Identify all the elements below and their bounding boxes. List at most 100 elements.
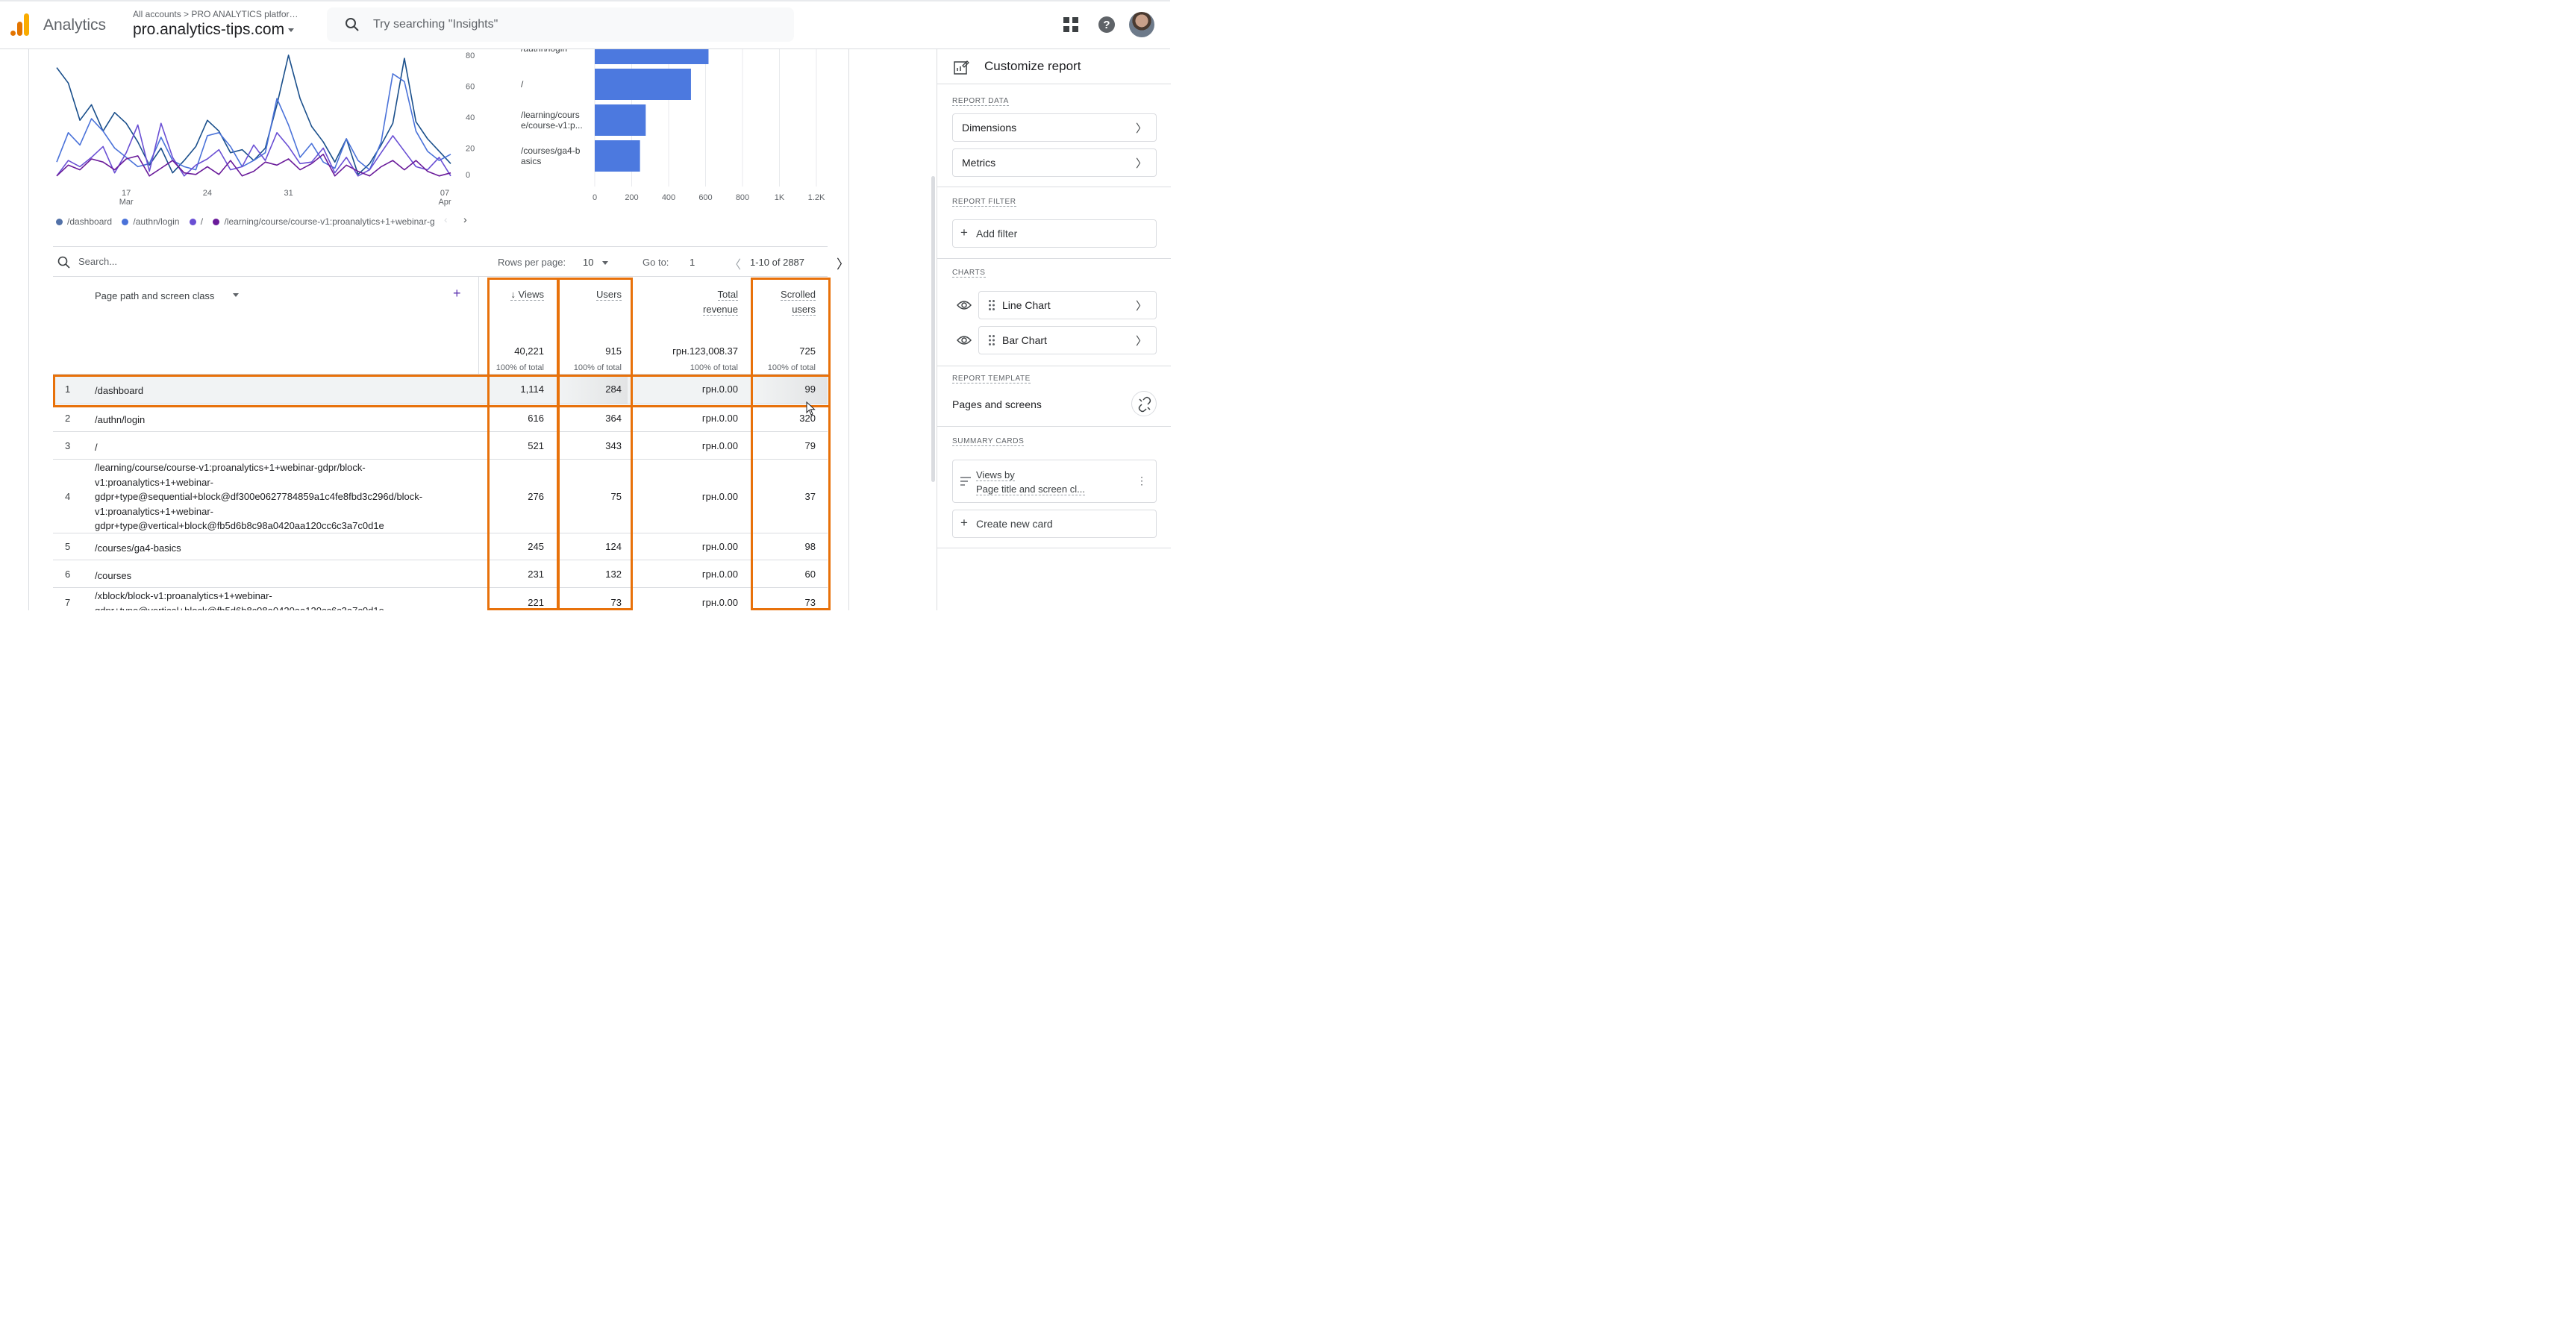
line-chart-button[interactable]: Line Chart 〉 — [978, 291, 1157, 319]
unlink-template-icon[interactable] — [1131, 391, 1157, 416]
users-header[interactable]: Users — [596, 289, 622, 301]
row-number: 2 — [65, 413, 71, 424]
avatar[interactable] — [1129, 12, 1154, 37]
card-list-icon — [960, 477, 971, 486]
views-cell: 616 — [528, 413, 544, 424]
legend-item-learning[interactable]: /learning/course/course-v1:proanalytics+… — [213, 216, 436, 227]
scrolled-users-cell: 79 — [804, 440, 816, 451]
bar-label: /learning/cours — [521, 110, 580, 120]
property-selector[interactable]: pro.analytics-tips.com — [133, 21, 295, 39]
bar-0 — [595, 49, 709, 64]
bar-chart-button[interactable]: Bar Chart 〉 — [978, 326, 1157, 354]
search-input[interactable] — [373, 7, 776, 42]
property-name: pro.analytics-tips.com — [133, 21, 285, 38]
views-cell: 1,114 — [520, 384, 544, 395]
revenue-cell: грн.0.00 — [701, 541, 738, 552]
drag-handle-icon[interactable] — [988, 334, 995, 346]
customize-report-panel: Customize report REPORT DATA Dimensions … — [937, 49, 1171, 610]
analytics-logo-icon[interactable] — [10, 13, 30, 36]
report-template-label: REPORT TEMPLATE — [952, 375, 1031, 384]
summary-card[interactable]: Views by Page title and screen cl... ⋮ — [952, 460, 1157, 503]
table-row[interactable]: 2 /authn/login 616 364 грн.0.00 320 — [53, 404, 828, 432]
chevron-down-icon[interactable] — [233, 293, 239, 297]
next-page-icon[interactable]: 〉 — [837, 257, 849, 272]
dimension-header[interactable]: Page path and screen class — [95, 290, 215, 301]
views-total: 40,221 — [514, 345, 544, 357]
legend-item-root[interactable]: / — [189, 216, 203, 227]
views-header[interactable]: ↓ Views — [510, 289, 544, 301]
eye-icon[interactable] — [957, 300, 972, 310]
bar-label: /authn/login — [521, 49, 567, 54]
scrolled-users-header[interactable]: Scrolled users — [781, 289, 816, 316]
revenue-cell: грн.0.00 — [701, 440, 738, 451]
legend-dot — [56, 218, 63, 225]
x-tick-month-label: Mar — [119, 198, 134, 207]
chevron-down-icon — [288, 28, 295, 32]
dimensions-button[interactable]: Dimensions 〉 — [952, 113, 1157, 142]
breadcrumb[interactable]: All accounts > PRO ANALYTICS platfor… — [133, 9, 298, 19]
line-series-2 — [56, 122, 451, 177]
main-scrollbar[interactable] — [931, 176, 935, 482]
legend-dot — [189, 218, 196, 225]
legend-item-authn-login[interactable]: /authn/login — [122, 216, 179, 227]
search-bar[interactable] — [327, 7, 794, 42]
page-path: /learning/course/course-v1:proanalytics+… — [95, 462, 423, 531]
table-row[interactable]: 4 /learning/course/course-v1:proanalytic… — [53, 460, 828, 533]
table-row[interactable]: 5 /courses/ga4-basics 245 124 грн.0.00 9… — [53, 533, 828, 560]
table-row[interactable]: 7 /xblock/block-v1:proanalytics+1+webina… — [53, 588, 828, 610]
y-tick-label: 0 — [466, 171, 470, 180]
y-tick-label: 20 — [466, 145, 475, 154]
eye-icon[interactable] — [957, 335, 972, 345]
prev-page-icon[interactable]: 〈 — [729, 259, 742, 272]
revenue-cell: грн.0.00 — [701, 413, 738, 424]
bar-label: / — [521, 79, 524, 90]
line-series-3 — [56, 154, 451, 177]
table-row[interactable]: 1 /dashboard 1,114 284 грн.0.00 99 — [53, 375, 828, 404]
table-toolbar: Rows per page: 10 Go to: 1 〈 1-10 of 288… — [53, 246, 848, 276]
chevron-right-icon: 〉 — [1135, 300, 1147, 313]
help-icon[interactable]: ? — [1098, 16, 1116, 34]
y-tick-label: 80 — [466, 51, 475, 60]
add-filter-button[interactable]: + Add filter — [952, 219, 1157, 248]
x-tick-label: 07 — [440, 189, 449, 198]
data-table: Page path and screen class + ↓ Views Use… — [53, 276, 828, 610]
row-number: 3 — [65, 440, 71, 451]
rows-per-page-select[interactable]: 10 — [583, 257, 594, 268]
revenue-pct: 100% of total — [690, 363, 738, 372]
create-new-card-button[interactable]: + Create new card — [952, 510, 1157, 538]
apps-grid-icon[interactable] — [1063, 16, 1079, 33]
views-cell: 221 — [528, 597, 544, 608]
add-dimension-icon[interactable]: + — [453, 286, 461, 301]
row-number: 1 — [65, 384, 71, 395]
revenue-header[interactable]: Total revenue — [703, 289, 738, 316]
table-row[interactable]: 6 /courses 231 132 грн.0.00 60 — [53, 560, 828, 588]
drag-handle-icon[interactable] — [988, 299, 995, 311]
template-name: Pages and screens — [952, 398, 1042, 410]
panel-title: Customize report — [984, 59, 1081, 73]
users-cell: 343 — [605, 440, 622, 451]
bar-3 — [595, 140, 640, 172]
legend-item-dashboard[interactable]: /dashboard — [56, 216, 112, 227]
metrics-button[interactable]: Metrics 〉 — [952, 148, 1157, 177]
chevron-right-icon: 〉 — [1135, 335, 1147, 348]
row-number: 5 — [65, 541, 71, 552]
table-search-input[interactable] — [78, 256, 302, 267]
table-row[interactable]: 3 / 521 343 грн.0.00 79 — [53, 432, 828, 460]
x-tick-month-label: Apr — [438, 198, 451, 207]
views-cell: 245 — [528, 541, 544, 552]
revenue-cell: грн.0.00 — [701, 384, 738, 395]
top-bar: Analytics All accounts > PRO ANALYTICS p… — [0, 0, 1170, 49]
goto-input[interactable]: 1 — [690, 257, 695, 268]
report-main: 80 60 40 20 0 17 Mar 24 31 07 Apr 0 200 400 600 800 1K 1.… — [28, 49, 849, 610]
chevron-down-icon[interactable] — [602, 261, 608, 265]
chevron-right-icon: 〉 — [1135, 157, 1147, 170]
page-path: /courses/ga4-basics — [95, 542, 181, 554]
legend-prev-icon[interactable]: ‹ — [444, 213, 448, 225]
more-vert-icon[interactable]: ⋮ — [1137, 475, 1147, 486]
page-path: /dashboard — [95, 385, 144, 396]
views-cell: 276 — [528, 491, 544, 502]
page-path: /xblock/block-v1:proanalytics+1+webinar-… — [95, 590, 384, 610]
views-cell: 521 — [528, 440, 544, 451]
legend-next-icon[interactable]: › — [463, 213, 467, 225]
